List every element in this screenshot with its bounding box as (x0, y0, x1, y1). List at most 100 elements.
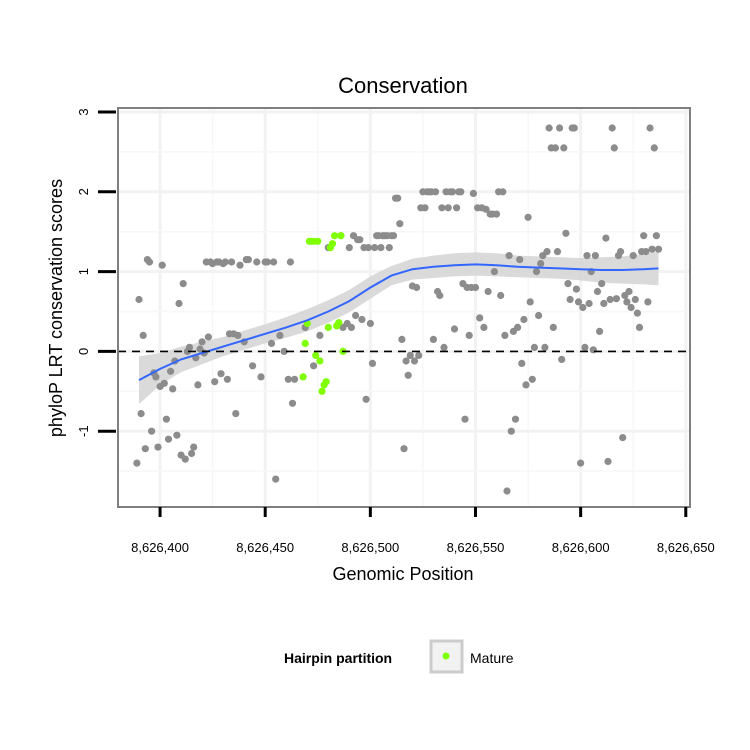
data-point (610, 144, 618, 152)
data-point (162, 415, 170, 423)
data-point (482, 205, 490, 213)
mature-point (318, 387, 326, 395)
data-point (438, 204, 446, 212)
data-point (532, 268, 541, 276)
data-point (551, 144, 560, 152)
points-layer (133, 124, 663, 495)
data-point (421, 204, 429, 212)
data-point (164, 435, 173, 443)
data-point (358, 315, 366, 324)
data-point (589, 346, 597, 354)
data-point (175, 299, 183, 308)
data-point (604, 457, 612, 466)
data-point (284, 375, 292, 383)
data-point (366, 319, 374, 328)
x-tick-label: 8,626,450 (236, 540, 294, 555)
data-point (444, 204, 452, 212)
mature-point (331, 232, 339, 240)
y-tick-label: 1 (76, 268, 91, 275)
data-point (652, 232, 661, 240)
data-point (465, 331, 473, 339)
data-point (160, 379, 168, 387)
data-point (518, 359, 526, 367)
mature-point (301, 339, 309, 347)
mature-point (324, 323, 332, 331)
data-point (581, 343, 589, 351)
data-point (371, 244, 379, 252)
data-point (492, 210, 501, 218)
data-point (574, 298, 583, 306)
data-point (402, 357, 410, 365)
data-point (364, 244, 372, 252)
mature-point (314, 237, 322, 245)
data-point (398, 335, 406, 343)
data-point (217, 370, 225, 378)
data-point (368, 359, 377, 367)
data-point (516, 256, 524, 264)
data-point (169, 385, 177, 393)
data-point (137, 410, 145, 418)
data-point (267, 339, 276, 347)
confidence-band-layer (139, 251, 659, 405)
data-point (612, 295, 621, 303)
data-point (276, 331, 284, 339)
data-point (234, 331, 242, 339)
data-point (181, 455, 189, 463)
y-axis-title: phyloP LRT conservation scores (46, 179, 66, 437)
data-point (158, 261, 166, 269)
data-point (244, 256, 252, 264)
data-point (583, 252, 591, 260)
y-tick-label: -1 (76, 425, 91, 437)
data-point (410, 357, 419, 365)
data-point (440, 343, 448, 351)
data-point (139, 331, 147, 339)
data-point (228, 258, 236, 266)
data-point (640, 232, 648, 240)
data-point (406, 351, 414, 359)
data-point (185, 343, 194, 351)
mature-point (328, 240, 337, 248)
data-point (236, 261, 244, 269)
data-point (263, 258, 271, 266)
data-point (608, 124, 616, 132)
chart-title: Conservation (338, 73, 468, 98)
data-point (537, 260, 545, 268)
data-point (362, 395, 370, 403)
data-point (596, 327, 604, 335)
data-point (436, 291, 444, 300)
data-point (396, 220, 404, 228)
data-point (507, 427, 515, 435)
data-point (480, 323, 488, 331)
confidence-band (139, 251, 659, 405)
data-point (541, 343, 549, 351)
data-point (585, 299, 593, 308)
data-point (642, 248, 650, 256)
data-point (288, 399, 297, 407)
data-point (469, 189, 477, 197)
data-point (593, 287, 602, 296)
data-point (356, 236, 364, 244)
data-point (577, 459, 585, 467)
y-tick-label: 2 (76, 188, 91, 195)
data-point (253, 258, 261, 266)
legend-key-box (429, 639, 464, 674)
data-point (270, 258, 278, 266)
smooth-line (138, 263, 659, 381)
mature-point (322, 378, 330, 386)
data-point (223, 375, 231, 383)
data-point (549, 323, 557, 331)
data-point (141, 445, 149, 453)
data-point (133, 459, 141, 467)
data-point (415, 351, 423, 359)
data-point (249, 362, 257, 370)
smooth-line-layer (138, 263, 659, 381)
data-point (633, 309, 642, 317)
data-point (570, 124, 578, 132)
data-point (453, 204, 461, 212)
data-point (490, 268, 498, 276)
data-point (154, 443, 162, 451)
mature-point (337, 232, 345, 240)
data-point (602, 234, 610, 242)
data-point (286, 258, 294, 266)
data-point (280, 347, 288, 355)
